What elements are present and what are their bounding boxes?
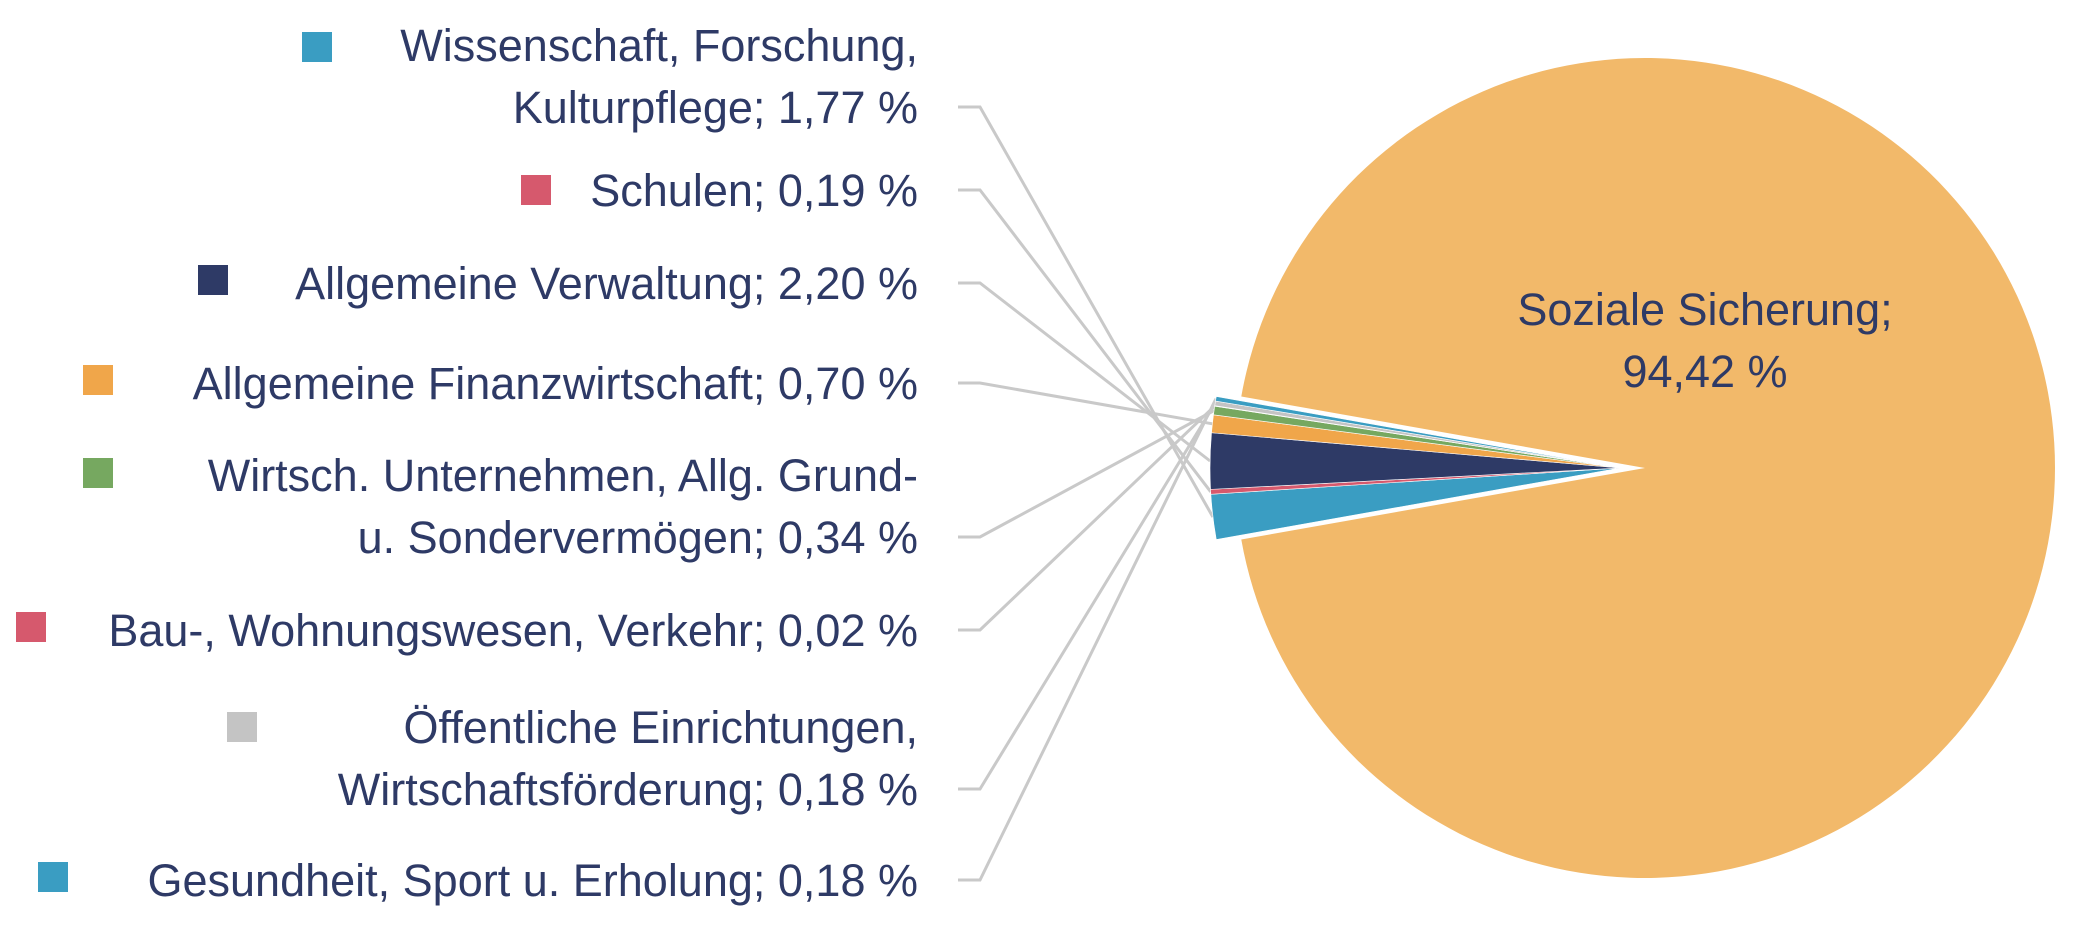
legend-marker-allgemeine-verwaltung — [198, 265, 228, 295]
legend-marker-wirtsch-unternehmen-allg-grund-u-sondervermoegen — [83, 458, 113, 488]
leader-line-wirtsch-unternehmen-allg-grund-u-sondervermoegen — [958, 409, 1215, 539]
legend-label-wissenschaft-forschung-kulturpflege: Wissenschaft, Forschung, — [400, 20, 918, 71]
main-slice-label-line: Soziale Sicherung; — [1517, 284, 1892, 335]
legend-label-oeffentliche-einrichtungen-wirtschaftsfoerderung: Wirtschaftsförderung; 0,18 % — [338, 764, 918, 815]
main-slice-label: Soziale Sicherung; 94,42 % — [1517, 284, 1892, 397]
slice-soziale-sicherung — [1241, 58, 2055, 878]
legend-label-schulen: Schulen; 0,19 % — [590, 165, 918, 216]
leader-lines — [958, 105, 1218, 882]
leader-line-wissenschaft-forschung-kulturpflege — [958, 105, 1215, 518]
leader-line-allgemeine-verwaltung — [958, 281, 1212, 463]
legend-label-bau-wohnungswesen-verkehr: Bau-, Wohnungswesen, Verkehr; 0,02 % — [108, 605, 918, 656]
legend-marker-wissenschaft-forschung-kulturpflege — [302, 32, 332, 62]
legend-label-wissenschaft-forschung-kulturpflege: Kulturpflege; 1,77 % — [513, 82, 918, 133]
leader-line-bau-wohnungswesen-verkehr — [958, 404, 1216, 632]
leader-line-schulen — [958, 188, 1212, 493]
legend-marker-oeffentliche-einrichtungen-wirtschaftsfoerderung — [227, 712, 257, 742]
slice-gesundheit-sport-u-erholung — [1215, 396, 1621, 469]
legend-label-allgemeine-verwaltung: Allgemeine Verwaltung; 2,20 % — [295, 258, 918, 309]
leader-line-oeffentliche-einrichtungen-wirtschaftsfoerderung — [958, 402, 1217, 791]
leader-line-gesundheit-sport-u-erholung — [958, 398, 1218, 882]
legend-marker-gesundheit-sport-u-erholung — [38, 862, 68, 892]
legend-marker-schulen — [521, 175, 551, 205]
legend: Wissenschaft, Forschung, Kulturpflege; 1,… — [16, 20, 918, 906]
main-slice-label-line: 94,42 % — [1622, 346, 1787, 397]
legend-label-oeffentliche-einrichtungen-wirtschaftsfoerderung: Öffentliche Einrichtungen, — [404, 702, 919, 753]
legend-label-wirtsch-unternehmen-allg-grund-u-sondervermoegen: u. Sondervermögen; 0,34 % — [358, 512, 918, 563]
legend-label-gesundheit-sport-u-erholung: Gesundheit, Sport u. Erholung; 0,18 % — [148, 855, 919, 906]
legend-marker-allgemeine-finanzwirtschaft — [83, 365, 113, 395]
pie-slices — [1209, 58, 2055, 878]
leader-line-allgemeine-finanzwirtschaft — [958, 381, 1213, 426]
legend-label-allgemeine-finanzwirtschaft: Allgemeine Finanzwirtschaft; 0,70 % — [193, 358, 918, 409]
legend-marker-bau-wohnungswesen-verkehr — [16, 612, 46, 642]
legend-label-wirtsch-unternehmen-allg-grund-u-sondervermoegen: Wirtsch. Unternehmen, Allg. Grund- — [208, 450, 918, 501]
